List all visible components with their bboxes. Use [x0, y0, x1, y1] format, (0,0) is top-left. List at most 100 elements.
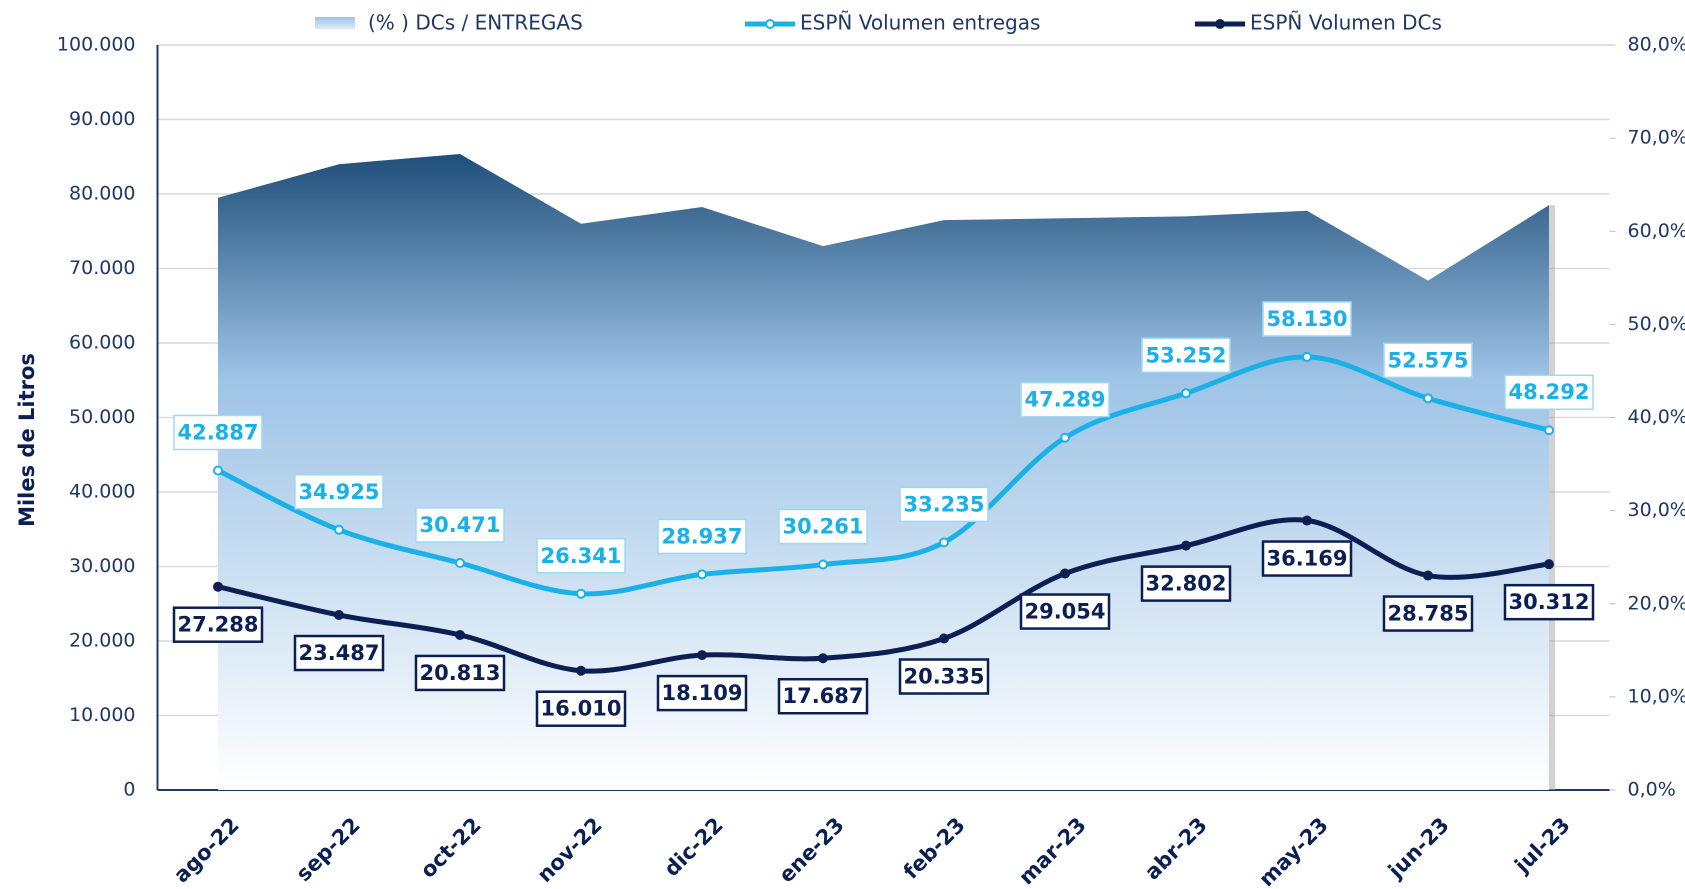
data-label: 48.292 — [1508, 380, 1589, 404]
y-tick-label: 70.000 — [69, 257, 135, 279]
label-box — [1140, 565, 1232, 602]
legend-label: ESPÑ Volumen entregas — [800, 11, 1040, 35]
data-label: 47.289 — [1024, 388, 1105, 412]
x-tick-label: nov-22 — [533, 813, 607, 887]
data-label: 42.887 — [177, 420, 258, 444]
x-tick-label: ago-22 — [169, 813, 244, 888]
data-label: 30.312 — [1508, 590, 1589, 614]
x-tick-label: may-23 — [1254, 813, 1333, 889]
label-box — [536, 538, 626, 574]
label-box — [1019, 593, 1111, 630]
data-label: 27.288 — [177, 613, 258, 637]
x-tick-label: jul-23 — [1510, 813, 1575, 878]
y-tick-label: 10.000 — [69, 704, 135, 726]
data-label: 26.341 — [540, 544, 621, 568]
point — [1181, 540, 1191, 551]
label-box — [1020, 381, 1110, 418]
y2-tick-label: 10,0% — [1628, 685, 1685, 707]
label-box — [657, 518, 747, 555]
legend-swatch — [1215, 19, 1225, 29]
y2-tick-label: 50,0% — [1628, 313, 1685, 335]
label-box — [293, 634, 385, 672]
y2-tick-label: 20,0% — [1628, 592, 1685, 614]
label-box — [414, 654, 506, 692]
x-tick-label: oct-22 — [416, 813, 486, 883]
y-tick-label: 100.000 — [57, 34, 136, 56]
label-box — [1504, 374, 1594, 410]
data-label: 53.252 — [1145, 343, 1226, 367]
y-tick-label: 80.000 — [69, 183, 135, 205]
y-tick-label: 50.000 — [69, 406, 135, 428]
data-label: 33.235 — [903, 492, 984, 516]
point — [1302, 351, 1312, 362]
y-axis-title: Miles de Litros — [15, 353, 39, 527]
x-tick-label: mar-23 — [1014, 813, 1091, 889]
point — [213, 465, 223, 476]
legend-swatch — [765, 19, 775, 29]
line — [216, 354, 1550, 597]
data-label: 30.471 — [419, 513, 500, 537]
label-box — [173, 414, 263, 451]
x-tick-label: sep-22 — [291, 813, 364, 886]
point — [1181, 388, 1191, 399]
y2-tick-label: 80,0% — [1628, 34, 1685, 56]
data-label: 29.054 — [1024, 600, 1105, 624]
legend-label: ESPÑ Volumen DCs — [1250, 11, 1442, 35]
label-box — [899, 486, 989, 523]
point — [1544, 559, 1554, 570]
point — [213, 581, 223, 592]
data-label: 34.925 — [298, 480, 379, 504]
data-label: 36.169 — [1266, 547, 1347, 571]
label-box — [1262, 301, 1352, 337]
point — [455, 629, 465, 640]
legend-swatch — [315, 17, 355, 29]
point — [1060, 568, 1070, 579]
data-label: 17.687 — [782, 684, 863, 708]
label-box — [1261, 540, 1353, 577]
point — [939, 633, 949, 644]
point — [1544, 425, 1554, 436]
x-tick-label: feb-23 — [899, 813, 970, 884]
data-label: 18.109 — [661, 681, 742, 705]
label-box — [294, 474, 384, 510]
x-tick-label: dic-22 — [659, 813, 727, 881]
y-tick-label: 20.000 — [69, 630, 135, 652]
data-label: 16.010 — [540, 697, 621, 721]
x-tick-label: ene-23 — [774, 813, 849, 888]
x-tick-label: jun-23 — [1383, 813, 1454, 884]
y-tick-label: 60.000 — [69, 332, 135, 354]
point — [697, 569, 707, 580]
label-box — [1503, 583, 1595, 621]
point — [576, 588, 586, 599]
label-box — [777, 677, 869, 715]
area — [218, 153, 1549, 791]
y2-tick-label: 40,0% — [1628, 406, 1685, 428]
data-label: 58.130 — [1266, 307, 1347, 331]
y2-tick-label: 70,0% — [1628, 127, 1685, 149]
label-box — [1383, 342, 1473, 379]
point — [818, 559, 828, 570]
y-tick-label: 90.000 — [69, 108, 135, 130]
point — [334, 610, 344, 621]
point — [939, 537, 949, 548]
label-box — [1141, 337, 1231, 374]
point — [334, 524, 344, 535]
data-label: 52.575 — [1387, 348, 1468, 372]
point — [1302, 515, 1312, 526]
label-box — [898, 658, 990, 695]
x-tick-label: abr-23 — [1140, 813, 1212, 885]
point — [576, 665, 586, 676]
data-label: 28.937 — [661, 524, 742, 548]
legend-label: (% ) DCs / ENTREGAS — [368, 11, 583, 35]
y-tick-label: 0 — [123, 779, 135, 801]
point — [697, 650, 707, 661]
y2-tick-label: 0,0% — [1628, 779, 1676, 801]
label-box — [535, 690, 627, 727]
point — [1060, 432, 1070, 443]
point — [1423, 393, 1433, 404]
y-tick-label: 40.000 — [69, 481, 135, 503]
data-label: 20.335 — [903, 665, 984, 689]
y2-tick-label: 30,0% — [1628, 499, 1685, 521]
y-tick-label: 30.000 — [69, 555, 135, 577]
